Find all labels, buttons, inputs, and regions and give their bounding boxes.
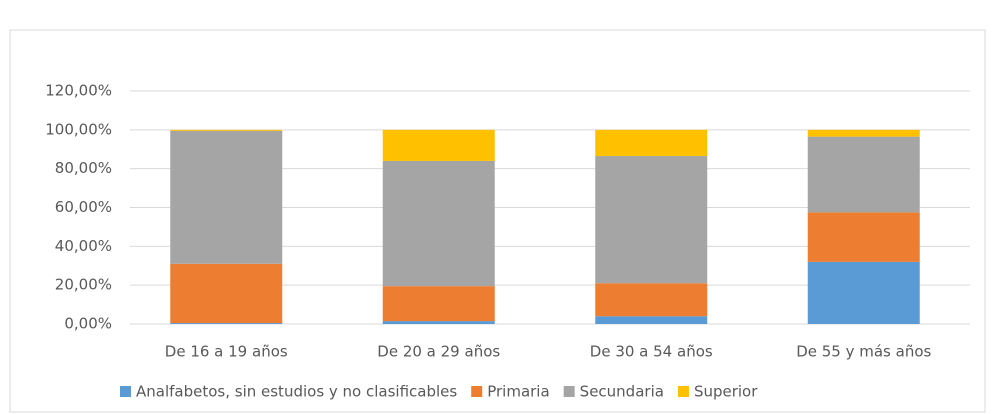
legend-label: Superior [694, 383, 758, 401]
bar-segment [170, 263, 283, 324]
bar-segment [595, 129, 708, 157]
bar-segment [807, 261, 920, 324]
bar-segment [382, 160, 495, 287]
x-tick-label: De 16 a 19 años [165, 343, 288, 361]
legend-swatch [563, 386, 575, 397]
bar-segment [595, 156, 708, 284]
legend-swatch [471, 386, 483, 397]
bar-segment [807, 136, 920, 213]
bar-segment [170, 130, 283, 264]
y-tick-label: 120,00% [45, 82, 112, 100]
y-tick-label: 80,00% [55, 159, 112, 177]
x-tick-label: De 30 a 54 años [590, 343, 713, 361]
bar-segment [170, 129, 283, 131]
bar-segment [807, 212, 920, 262]
y-tick-label: 0,00% [64, 315, 112, 333]
legend-swatch [120, 386, 131, 397]
legend-label: Analfabetos, sin estudios y no clasifica… [136, 383, 457, 401]
y-tick-label: 40,00% [55, 237, 112, 255]
bar-segment [382, 321, 495, 324]
legend-swatch [677, 386, 689, 397]
x-tick-label: De 20 a 29 años [377, 343, 500, 361]
legend-label: Secundaria [580, 383, 664, 401]
bar-segment [170, 323, 283, 324]
y-tick-label: 20,00% [55, 276, 112, 294]
legend-label: Primaria [487, 383, 549, 401]
y-tick-label: 60,00% [55, 198, 112, 216]
y-tick-label: 100,00% [45, 120, 112, 138]
bar-segment [595, 316, 708, 324]
bar-segment [382, 286, 495, 322]
chart-border [9, 29, 986, 413]
bar-segment [595, 283, 708, 317]
bar-segment [807, 129, 920, 137]
x-tick-label: De 55 y más años [796, 343, 931, 361]
bar-segment [382, 129, 495, 161]
